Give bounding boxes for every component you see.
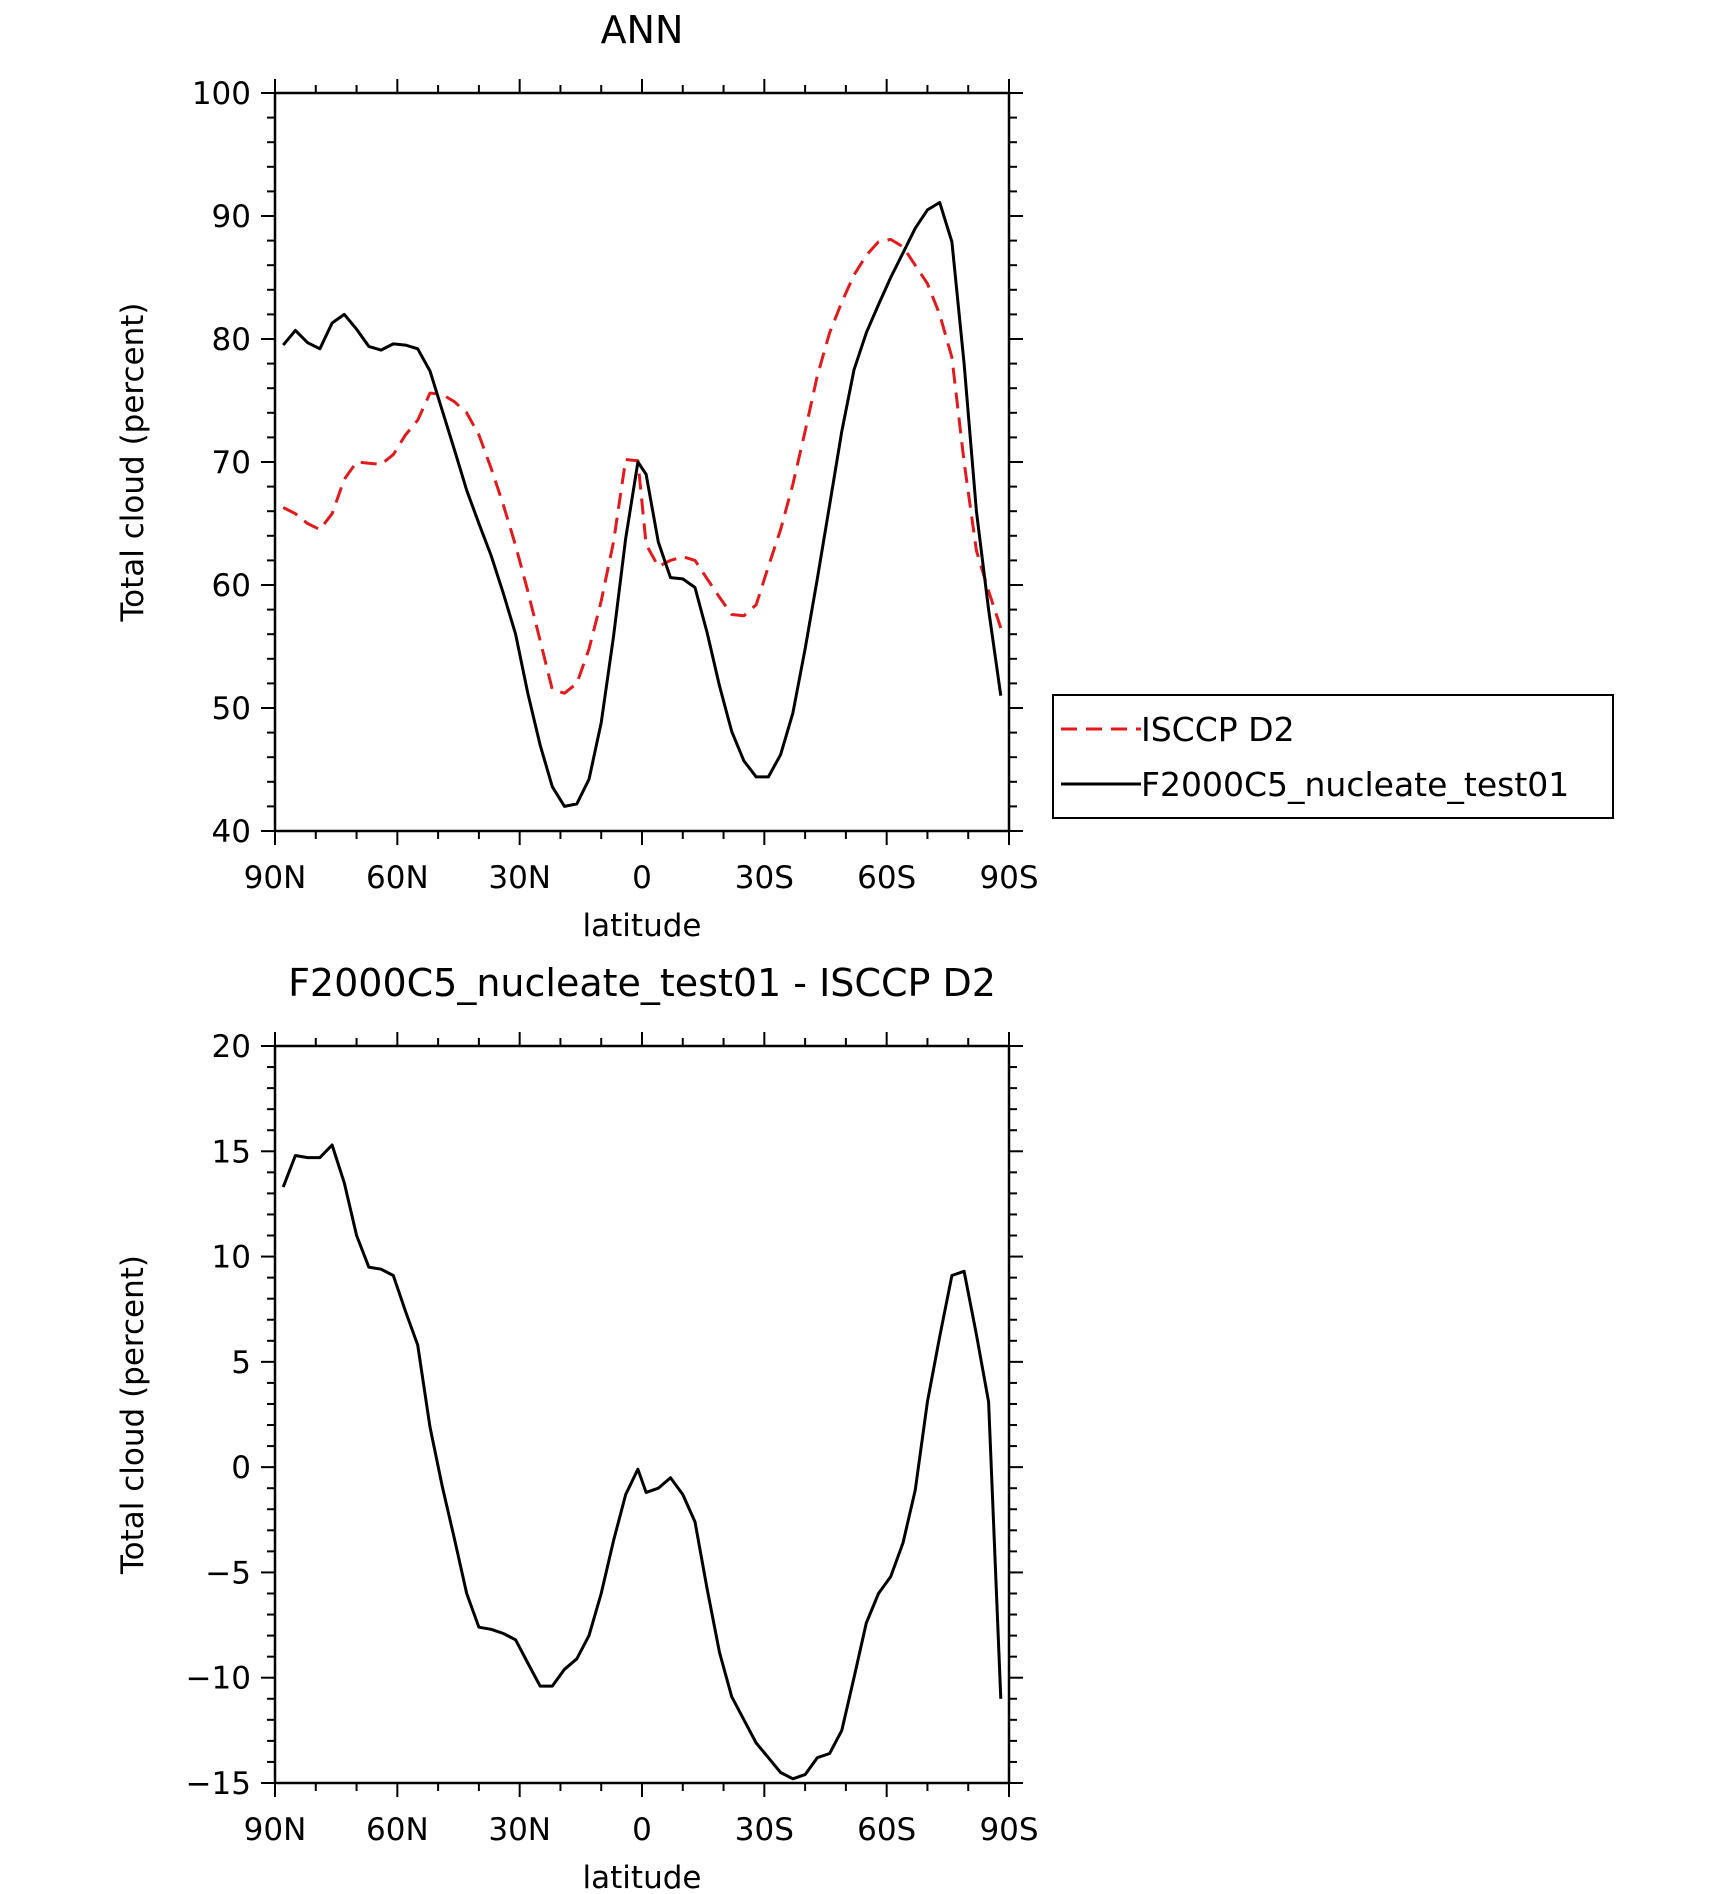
- y-tick-label: −5: [205, 1555, 251, 1591]
- y-tick-label: 15: [212, 1134, 251, 1170]
- legend: ISCCP D2 F2000C5_nucleate_test01: [1052, 694, 1614, 819]
- y-tick-label: −10: [186, 1661, 251, 1697]
- series-line-1: [282, 201, 1003, 808]
- y-axis-label: Total cloud (percent): [115, 303, 151, 623]
- x-tick-label: 0: [632, 860, 652, 896]
- x-tick-label: 60S: [857, 860, 916, 896]
- bottom-panel: −15 −10 −5 0 5 10 15 20 90N 60N 30N 0 30S 60S 90S latit…: [115, 961, 1039, 1894]
- legend-label: F2000C5_nucleate_test01: [1141, 765, 1569, 804]
- series-line-0: [282, 237, 1003, 695]
- x-axis-label: latitude: [583, 908, 702, 944]
- x-tick-label: 0: [632, 1812, 652, 1848]
- legend-box: [1052, 694, 1614, 819]
- x-tick-label: 30S: [735, 860, 794, 896]
- chart-title: ANN: [601, 8, 684, 52]
- x-tick-label: 90S: [979, 860, 1038, 896]
- y-tick-label: 10: [212, 1240, 251, 1276]
- series-line-0: [281, 1143, 1003, 1781]
- x-axis-label: latitude: [583, 1860, 702, 1894]
- x-tick-label: 90S: [979, 1812, 1038, 1848]
- y-tick-label: 40: [212, 814, 251, 850]
- y-axis-label: Total cloud (percent): [115, 1255, 151, 1575]
- y-tick-label: −15: [186, 1766, 251, 1802]
- y-tick-label: 5: [231, 1345, 251, 1381]
- x-tick-label: 30S: [735, 1812, 794, 1848]
- x-tick-label: 90N: [244, 1812, 307, 1848]
- y-tick-label: 0: [231, 1450, 251, 1486]
- y-tick-label: 90: [212, 199, 251, 235]
- x-tick-label: 60N: [366, 1812, 429, 1848]
- top-panel: 40 50 60 70 80 90 100 90N 60N 30N 0 30S 60S 90S latitu…: [115, 8, 1614, 944]
- x-tick-label: 60S: [857, 1812, 916, 1848]
- y-tick-label: 80: [212, 322, 251, 358]
- legend-label: ISCCP D2: [1141, 710, 1295, 749]
- x-tick-label: 90N: [244, 860, 307, 896]
- y-tick-label: 60: [212, 568, 251, 604]
- x-tick-label: 30N: [488, 860, 551, 896]
- y-tick-label: 70: [212, 445, 251, 481]
- chart-title: F2000C5_nucleate_test01 - ISCCP D2: [288, 961, 996, 1005]
- x-tick-label: 60N: [366, 860, 429, 896]
- x-tick-label: 30N: [488, 1812, 551, 1848]
- y-tick-label: 20: [212, 1029, 251, 1065]
- plot-frame: [273, 1044, 1011, 1785]
- y-tick-label: 100: [192, 76, 251, 112]
- y-tick-label: 50: [212, 691, 251, 727]
